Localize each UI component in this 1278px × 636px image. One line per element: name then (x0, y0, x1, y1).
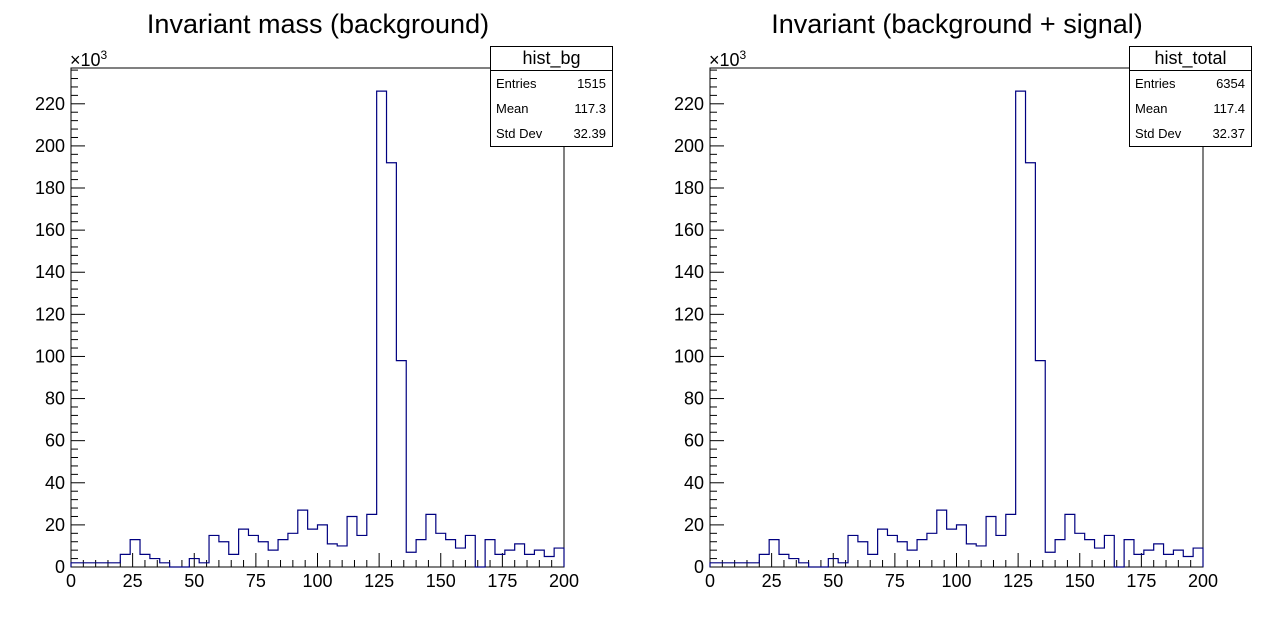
stats-key: Entries (1135, 76, 1176, 91)
y-tick-label: 60 (684, 431, 704, 451)
stats-row-std-dev: Std Dev 32.37 (1130, 121, 1251, 146)
y-tick-label: 100 (35, 346, 65, 366)
y-tick-label: 0 (694, 557, 704, 577)
x-tick-label: 100 (302, 571, 332, 591)
chart-title: Invariant mass (background) (147, 9, 489, 39)
stats-key: Mean (1135, 101, 1168, 116)
stats-key: Std Dev (496, 126, 543, 141)
stats-row-mean: Mean 117.4 (1130, 96, 1251, 121)
y-tick-label: 100 (674, 346, 704, 366)
y-tick-label: 40 (45, 473, 65, 493)
x-tick-label: 175 (1126, 571, 1156, 591)
x-tick-label: 75 (885, 571, 905, 591)
x-tick-label: 175 (487, 571, 517, 591)
histogram-line (70, 90, 565, 568)
x-tick-label: 50 (184, 571, 204, 591)
y-tick-label: 0 (55, 557, 65, 577)
x-tick-label: 25 (123, 571, 143, 591)
x-tick-label: 75 (246, 571, 266, 591)
y-tick-label: 20 (684, 515, 704, 535)
y-tick-label: 200 (674, 136, 704, 156)
y-tick-label: 140 (674, 262, 704, 282)
stats-box-title: hist_bg (491, 47, 612, 71)
y-multiplier: ×103 (70, 48, 108, 70)
y-tick-label: 80 (45, 389, 65, 409)
stats-value: 32.37 (1212, 126, 1245, 141)
x-tick-label: 0 (66, 571, 76, 591)
stats-value: 6354 (1216, 76, 1245, 91)
stats-box: hist_bg Entries 1515 Mean 117.3 Std Dev … (490, 46, 613, 147)
y-tick-label: 160 (674, 220, 704, 240)
y-multiplier: ×103 (709, 48, 747, 70)
stats-box-title: hist_total (1130, 47, 1251, 71)
y-tick-label: 200 (35, 136, 65, 156)
y-tick-label: 180 (35, 178, 65, 198)
histogram-canvas: Invariant mass (background) ×103 0 25 50 75… (35, 9, 579, 591)
y-tick-label: 220 (674, 94, 704, 114)
y-tick-label: 160 (35, 220, 65, 240)
x-tick-label: 0 (705, 571, 715, 591)
y-tick-label: 120 (674, 304, 704, 324)
y-tick-label: 140 (35, 262, 65, 282)
histogram-pad-background: Invariant mass (background) ×103 0 25 50 75… (35, 9, 613, 591)
y-tick-label: 60 (45, 431, 65, 451)
stats-value: 117.4 (1213, 101, 1245, 116)
x-tick-label: 200 (1188, 571, 1218, 591)
x-tick-label: 25 (762, 571, 782, 591)
y-tick-label: 180 (674, 178, 704, 198)
y-tick-label: 220 (35, 94, 65, 114)
y-tick-label: 40 (684, 473, 704, 493)
x-tick-label: 150 (426, 571, 456, 591)
x-tick-label: 100 (941, 571, 971, 591)
chart-title: Invariant (background + signal) (771, 9, 1142, 39)
stats-key: Mean (496, 101, 529, 116)
histogram-line (709, 90, 1204, 568)
stats-value: 1515 (577, 76, 606, 91)
stats-row-entries: Entries 6354 (1130, 71, 1251, 96)
x-tick-label: 125 (1003, 571, 1033, 591)
y-tick-label: 80 (684, 389, 704, 409)
x-tick-label: 50 (823, 571, 843, 591)
stats-row-mean: Mean 117.3 (491, 96, 612, 121)
stats-key: Entries (496, 76, 537, 91)
stats-row-std-dev: Std Dev 32.39 (491, 121, 612, 146)
stats-row-entries: Entries 1515 (491, 71, 612, 96)
x-tick-label: 125 (364, 571, 394, 591)
y-tick-label: 20 (45, 515, 65, 535)
histogram-pad-total: Invariant (background + signal) ×103 0 25… (639, 0, 1278, 636)
histogram-canvas: Invariant (background + signal) ×103 0 25… (674, 9, 1218, 591)
y-tick-label: 120 (35, 304, 65, 324)
stats-value: 117.3 (574, 101, 606, 116)
x-tick-label: 200 (549, 571, 579, 591)
stats-box: hist_total Entries 6354 Mean 117.4 Std D… (1129, 46, 1252, 147)
stats-key: Std Dev (1135, 126, 1182, 141)
x-tick-label: 150 (1065, 571, 1095, 591)
stats-value: 32.39 (573, 126, 606, 141)
